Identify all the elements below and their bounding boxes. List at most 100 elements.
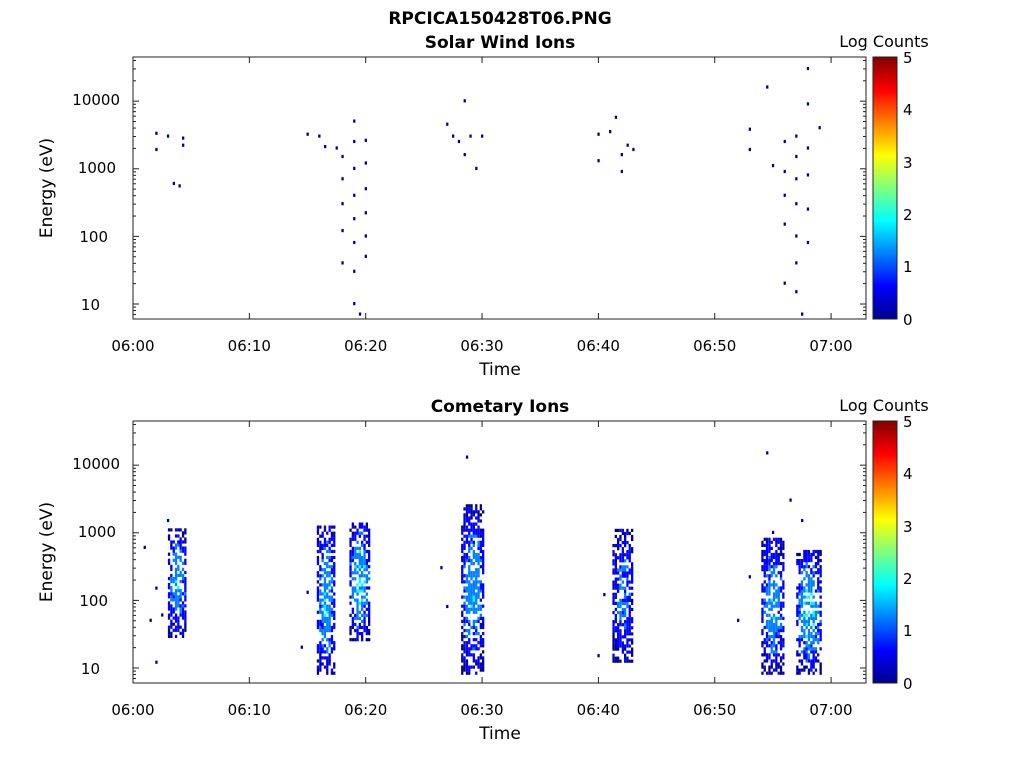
heatmap-cell xyxy=(319,601,322,605)
heatmap-cell xyxy=(461,653,464,657)
heatmap-cell xyxy=(319,656,322,660)
heatmap-cell xyxy=(768,555,771,560)
heatmap-cell xyxy=(321,647,324,651)
heatmap-cell xyxy=(319,629,322,633)
heatmap-cell xyxy=(624,531,627,536)
heatmap-cell xyxy=(472,604,475,608)
heatmap-cell xyxy=(772,622,776,627)
heatmap-cell xyxy=(363,543,366,547)
heatmap-cell xyxy=(470,571,473,575)
heatmap-cell xyxy=(179,604,182,608)
heatmap-cell xyxy=(361,571,364,575)
heatmap-cell xyxy=(626,595,629,599)
heatmap-cell xyxy=(365,607,368,611)
x-tick-label: 06:30 xyxy=(460,337,503,355)
heatmap-cell xyxy=(356,632,359,636)
heatmap-cell xyxy=(170,613,173,617)
heatmap-cell xyxy=(461,656,464,660)
heatmap-cell xyxy=(768,540,771,544)
heatmap-cell xyxy=(782,644,785,648)
heatmap-cell xyxy=(631,547,634,551)
heatmap-cell xyxy=(482,589,485,593)
heatmap-cell xyxy=(468,559,471,563)
heatmap-cell xyxy=(614,577,617,581)
heatmap-cell xyxy=(805,622,808,627)
heatmap-cell xyxy=(782,601,785,605)
heatmap-cell xyxy=(333,571,336,575)
heatmap-cell xyxy=(461,574,464,578)
heatmap-cell xyxy=(779,574,783,578)
heatmap-cell xyxy=(621,574,624,578)
heatmap-cell xyxy=(472,586,475,590)
heatmap-cell xyxy=(472,510,475,514)
heatmap-cell xyxy=(465,513,469,517)
heatmap-cell xyxy=(798,659,801,663)
heatmap-cell xyxy=(472,625,475,630)
y-tick-label: 10000 xyxy=(72,455,120,473)
heatmap-cell xyxy=(177,573,180,578)
heatmap-cell xyxy=(323,616,327,620)
data-point xyxy=(306,590,309,594)
heatmap-cell xyxy=(779,571,783,575)
heatmap-cell xyxy=(363,528,366,532)
heatmap-cell xyxy=(465,574,469,578)
heatmap-cell xyxy=(365,629,368,633)
heatmap-cell xyxy=(477,559,480,563)
heatmap-cell xyxy=(368,607,371,611)
heatmap-cell xyxy=(614,562,617,566)
heatmap-cell xyxy=(316,540,320,544)
heatmap-cell xyxy=(365,534,368,538)
heatmap-cell xyxy=(765,583,769,587)
heatmap-cell xyxy=(624,614,627,618)
heatmap-cell xyxy=(351,607,354,611)
heatmap-cell xyxy=(768,577,771,581)
heatmap-cell xyxy=(358,565,361,569)
heatmap-cell xyxy=(323,592,327,596)
heatmap-cell xyxy=(330,555,334,560)
heatmap-cell xyxy=(768,592,771,596)
heatmap-cell xyxy=(316,589,320,593)
heatmap-cell xyxy=(807,638,811,642)
heatmap-cell xyxy=(628,617,631,621)
heatmap-cell xyxy=(770,622,773,627)
heatmap-cell xyxy=(626,574,629,578)
heatmap-cell xyxy=(631,620,634,624)
heatmap-cell xyxy=(798,552,801,557)
data-point xyxy=(626,143,629,147)
heatmap-cell xyxy=(479,641,482,645)
heatmap-cell xyxy=(326,662,329,666)
heatmap-cell xyxy=(365,632,368,636)
heatmap-cell xyxy=(328,653,331,657)
heatmap-cell xyxy=(779,537,783,541)
heatmap-cell xyxy=(798,562,801,566)
heatmap-cell xyxy=(470,507,473,511)
heatmap-cell xyxy=(172,628,175,632)
heatmap-cell xyxy=(631,647,634,651)
heatmap-cell xyxy=(782,638,785,642)
heatmap-cell xyxy=(775,668,778,672)
heatmap-cell xyxy=(624,592,627,596)
heatmap-cell xyxy=(461,549,464,554)
data-point xyxy=(364,254,367,258)
heatmap-cell xyxy=(617,635,620,639)
heatmap-cell xyxy=(626,617,629,621)
heatmap-cell xyxy=(328,589,331,593)
heatmap-cell xyxy=(479,559,482,563)
heatmap-cell xyxy=(614,595,617,599)
heatmap-cell xyxy=(316,586,320,590)
heatmap-cell xyxy=(358,559,361,563)
heatmap-cell xyxy=(319,543,322,547)
heatmap-cell xyxy=(328,638,331,642)
heatmap-cell xyxy=(351,577,354,581)
heatmap-cell xyxy=(617,544,620,548)
heatmap-cell xyxy=(777,601,780,605)
heatmap-cell xyxy=(779,562,783,566)
heatmap-cell xyxy=(475,638,478,642)
heatmap-cell xyxy=(772,638,776,642)
heatmap-cell xyxy=(463,555,466,560)
heatmap-cell xyxy=(321,622,324,627)
heatmap-cell xyxy=(770,650,773,654)
heatmap-cell xyxy=(333,534,336,538)
heatmap-cell xyxy=(356,616,359,620)
heatmap-cell xyxy=(321,555,324,560)
